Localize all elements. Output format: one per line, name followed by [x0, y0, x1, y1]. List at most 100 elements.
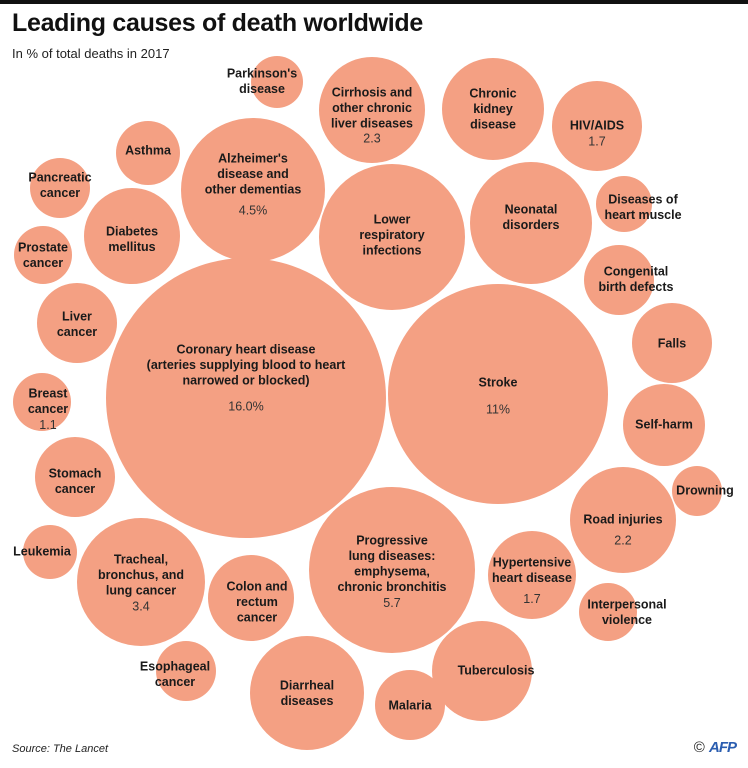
- bubble-label: Diseases of: [608, 192, 678, 206]
- bubble-label: Chronic: [469, 86, 516, 100]
- bubble-label: heart disease: [492, 571, 572, 585]
- bubble-label: disease: [470, 117, 516, 131]
- bubble-label: Pancreatic: [28, 170, 91, 184]
- bubble-label: Prostate: [18, 240, 68, 254]
- bubble-label: Liver: [62, 309, 92, 323]
- bubble-label: Tracheal,: [114, 552, 168, 566]
- copyright-symbol: ©: [693, 739, 705, 756]
- bubble-label: Breast: [29, 386, 69, 400]
- bubble-label: Leukemia: [13, 544, 72, 558]
- bubble-label: rectum: [236, 595, 278, 609]
- source-note: Source: The Lancet: [12, 743, 109, 755]
- afp-credit: © AFP: [693, 739, 737, 756]
- bubble-diseases-of-heart-muscle: [596, 176, 652, 232]
- bubble-label: other dementias: [205, 182, 302, 196]
- bubble-value-label: 16.0%: [228, 399, 263, 413]
- bubble-label: cancer: [57, 325, 97, 339]
- bubble-label: disease: [239, 82, 285, 96]
- bubble-value-label: 3.4: [132, 599, 149, 613]
- bubble-drowning: [672, 466, 722, 516]
- bubble-value-label: 1.1: [39, 418, 56, 432]
- bubble-value-label: 5.7: [383, 596, 400, 610]
- bubble-label: (arteries supplying blood to heart: [147, 358, 346, 372]
- bubble-label: narrowed or blocked): [182, 373, 309, 387]
- bubble-label: Falls: [658, 336, 687, 350]
- bubble-interpersonal-violence: [579, 583, 637, 641]
- bubble-label: Self-harm: [635, 417, 693, 431]
- bubble-label: Esophageal: [140, 659, 210, 673]
- bubble-cirrhosis-and-other-chronic-liver-diseases: [319, 57, 425, 163]
- bubble-label: mellitus: [108, 240, 155, 254]
- bubble-neonatal-disorders: [470, 162, 592, 284]
- bubble-label: Tuberculosis: [458, 663, 535, 677]
- bubble-value-label: 4.5%: [239, 203, 268, 217]
- bubble-label: emphysema,: [354, 564, 430, 578]
- bubble-chronic-kidney-disease: [442, 58, 544, 160]
- bubble-label: birth defects: [598, 280, 673, 294]
- bubble-lower-respiratory-infections: [319, 164, 465, 310]
- bubble-stroke: [388, 284, 608, 504]
- bubble-label: heart muscle: [604, 208, 681, 222]
- bubble-label: kidney: [473, 102, 513, 116]
- bubble-colon-and-rectum-cancer: [208, 555, 294, 641]
- bubble-label: Progressive: [356, 533, 428, 547]
- bubble-label: respiratory: [359, 228, 424, 242]
- bubble-value-label: 2.3: [363, 131, 380, 145]
- bubble-label: Malaria: [388, 698, 432, 712]
- bubble-label: HIV/AIDS: [570, 118, 624, 132]
- bubble-label: Road injuries: [583, 512, 662, 526]
- bubble-label: disorders: [503, 218, 560, 232]
- bubble-label: Lower: [374, 212, 411, 226]
- bubble-label: other chronic: [332, 101, 412, 115]
- bubble-label: Cirrhosis and: [332, 85, 413, 99]
- bubble-label: Asthma: [125, 143, 172, 157]
- bubble-diabetes-mellitus: [84, 188, 180, 284]
- bubble-congenital-birth-defects: [584, 245, 654, 315]
- bubble-asthma: [116, 121, 180, 185]
- bubble-progressive-lung-diseases-emphysema-chronic-bronchitis: [309, 487, 475, 653]
- bubble-alzheimer-s-disease-and-other-dementias: [181, 118, 325, 262]
- bubble-coronary-heart-disease-arteries-supplying-blood-to-heart-narrowed-or-blocked: [106, 258, 386, 538]
- bubble-label: bronchus, and: [98, 568, 184, 582]
- bubble-label: disease and: [217, 167, 289, 181]
- bubble-road-injuries: [570, 467, 676, 573]
- bubble-label: cancer: [40, 186, 80, 200]
- bubble-value-label: 1.7: [523, 592, 540, 606]
- bubble-hypertensive-heart-disease: [488, 531, 576, 619]
- bubble-label: Stroke: [479, 375, 518, 389]
- bubble-value-label: 11%: [486, 402, 510, 416]
- bubble-label: Diarrheal: [280, 678, 334, 692]
- bubble-label: Interpersonal: [587, 597, 666, 611]
- bubble-label: violence: [602, 613, 652, 627]
- bubble-label: Diabetes: [106, 224, 158, 238]
- bubble-prostate-cancer: [14, 226, 72, 284]
- bubble-label: liver diseases: [331, 116, 413, 130]
- bubble-label: cancer: [23, 256, 63, 270]
- bubble-label: Parkinson's: [227, 66, 297, 80]
- bubble-value-label: 1.7: [588, 134, 605, 148]
- bubble-tuberculosis: [432, 621, 532, 721]
- bubble-label: Coronary heart disease: [177, 342, 316, 356]
- bubble-label: Congenital: [604, 264, 669, 278]
- chart-subtitle: In % of total deaths in 2017: [12, 46, 170, 61]
- bubble-label: lung diseases:: [349, 549, 436, 563]
- bubble-esophageal-cancer: [156, 641, 216, 701]
- bubble-label: cancer: [28, 402, 68, 416]
- bubble-falls: [632, 303, 712, 383]
- bubble-pancreatic-cancer: [30, 158, 90, 218]
- bubble-label: chronic bronchitis: [337, 580, 446, 594]
- afp-logo: AFP: [709, 739, 737, 756]
- bubble-label: cancer: [155, 675, 195, 689]
- bubble-label: lung cancer: [106, 583, 176, 597]
- bubble-label: Alzheimer's: [218, 151, 288, 165]
- bubble-label: diseases: [281, 694, 334, 708]
- bubble-leukemia: [23, 525, 77, 579]
- bubble-label: Neonatal: [505, 202, 558, 216]
- bubble-value-label: 2.2: [614, 533, 631, 547]
- bubble-label: Drowning: [676, 483, 734, 497]
- bubble-self-harm: [623, 384, 705, 466]
- bubble-diarrheal-diseases: [250, 636, 364, 750]
- chart-title: Leading causes of death worldwide: [12, 9, 424, 37]
- bubble-stomach-cancer: [35, 437, 115, 517]
